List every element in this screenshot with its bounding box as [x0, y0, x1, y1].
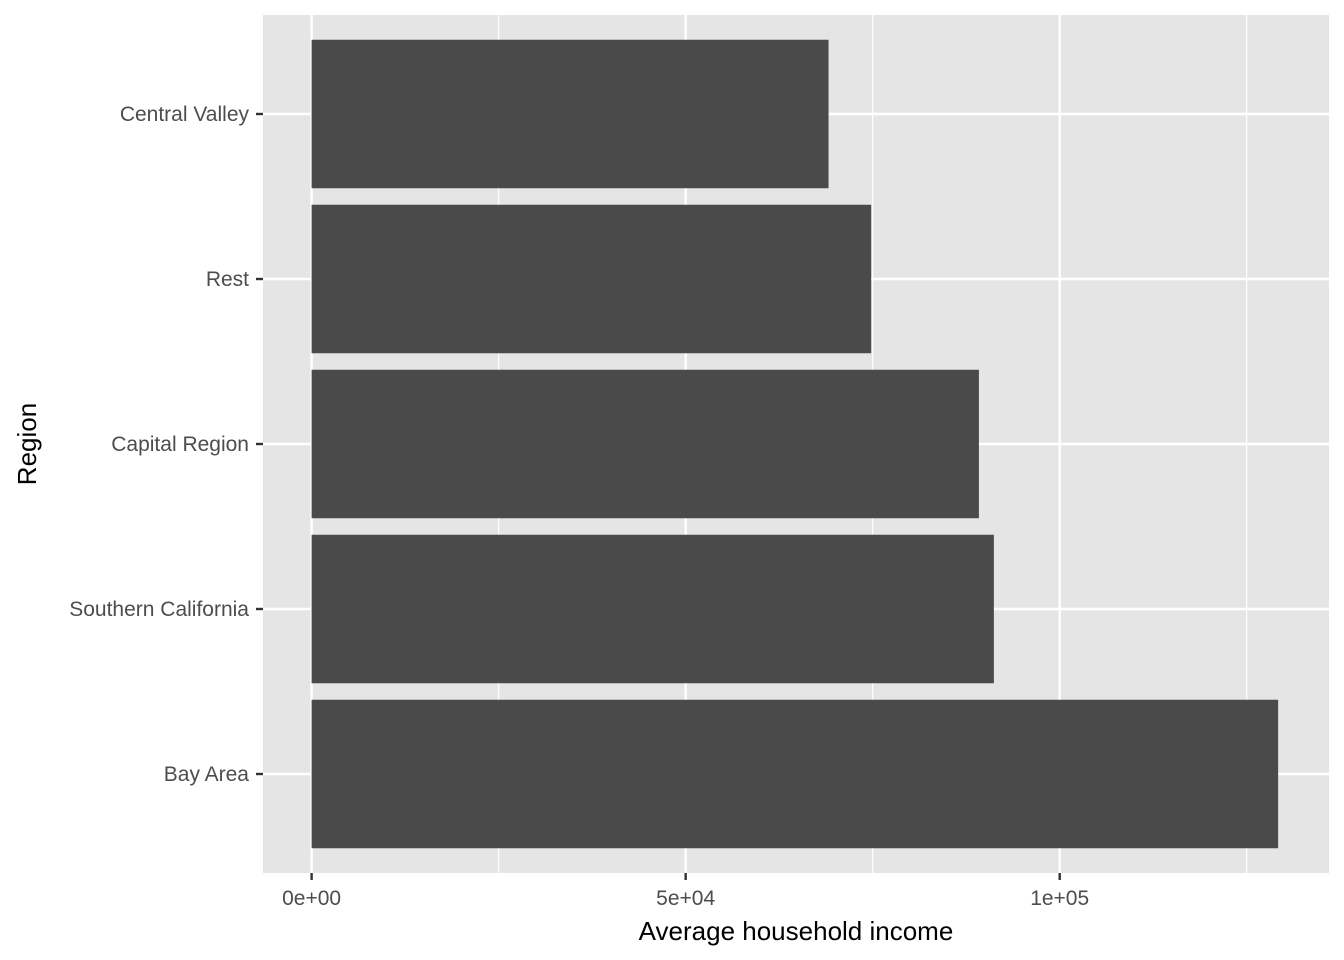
bar	[311, 369, 979, 519]
y-tick-label: Rest	[206, 268, 249, 291]
x-axis-title: Average household income	[639, 916, 954, 946]
x-tick-label: 5e+04	[656, 887, 715, 910]
x-tick-label: 0e+00	[282, 887, 341, 910]
y-axis-title: Region	[12, 403, 42, 485]
x-tick-label: 1e+05	[1030, 887, 1089, 910]
bar	[311, 534, 994, 684]
x-axis: 0e+00 5e+04 1e+05	[282, 873, 1089, 910]
bar	[311, 39, 829, 189]
y-tick-label: Bay Area	[164, 763, 250, 786]
y-tick-label: Capital Region	[111, 433, 249, 456]
bar	[311, 699, 1279, 849]
bar	[311, 204, 872, 354]
y-axis: Bay Area Southern California Capital Regio…	[69, 103, 263, 786]
y-tick-label: Southern California	[69, 598, 249, 621]
bars	[311, 39, 1279, 849]
y-tick-label: Central Valley	[120, 103, 250, 126]
